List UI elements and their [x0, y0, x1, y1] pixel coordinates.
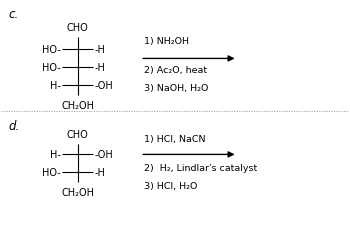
Text: -H: -H [95, 45, 106, 55]
Text: CHO: CHO [67, 130, 89, 140]
Text: d.: d. [8, 119, 20, 132]
Text: -OH: -OH [95, 81, 113, 91]
Text: -H: -H [95, 63, 106, 73]
Text: 2) Ac₂O, heat: 2) Ac₂O, heat [144, 66, 207, 75]
Text: CH₂OH: CH₂OH [61, 101, 94, 111]
Text: H-: H- [50, 150, 61, 160]
Text: CH₂OH: CH₂OH [61, 187, 94, 198]
Text: 1) NH₂OH: 1) NH₂OH [144, 37, 189, 46]
Text: -H: -H [95, 168, 106, 178]
Text: -OH: -OH [95, 150, 113, 160]
Text: 2)  H₂, Lindlar's catalyst: 2) H₂, Lindlar's catalyst [144, 164, 257, 173]
Text: 1) HCl, NaCN: 1) HCl, NaCN [144, 135, 205, 144]
Text: 3) HCl, H₂O: 3) HCl, H₂O [144, 181, 197, 190]
Text: c.: c. [8, 8, 19, 21]
Text: H-: H- [50, 81, 61, 91]
Text: HO-: HO- [42, 45, 61, 55]
Text: CHO: CHO [67, 23, 89, 33]
Text: HO-: HO- [42, 168, 61, 178]
Text: HO-: HO- [42, 63, 61, 73]
Text: 3) NaOH, H₂O: 3) NaOH, H₂O [144, 83, 208, 92]
